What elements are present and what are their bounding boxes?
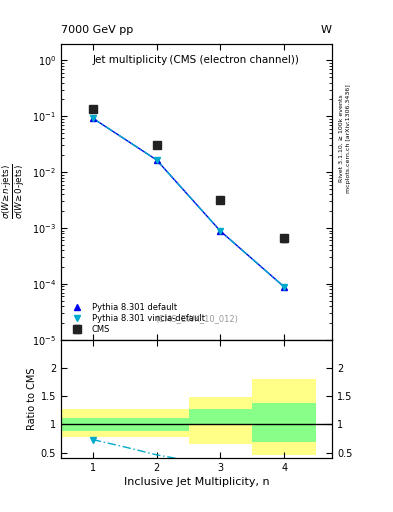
Line: Pythia 8.301 default: Pythia 8.301 default: [90, 115, 287, 290]
Pythia 8.301 default: [218, 228, 223, 234]
Pythia 8.301 default: [154, 157, 159, 163]
Pythia 8.301 default: [90, 115, 95, 121]
Text: Jet multiplicity (CMS (electron channel)): Jet multiplicity (CMS (electron channel)…: [93, 55, 300, 66]
Pythia 8.301 default: [282, 284, 286, 290]
Pythia 8.301 vincia-default: [282, 284, 286, 290]
Y-axis label: $\frac{\sigma(W\!\geq\! n\text{-jets})}{\sigma(W\!\geq\! 0\text{-jets})}$: $\frac{\sigma(W\!\geq\! n\text{-jets})}{…: [0, 164, 26, 219]
X-axis label: Inclusive Jet Multiplicity, n: Inclusive Jet Multiplicity, n: [124, 477, 269, 487]
Legend: Pythia 8.301 default, Pythia 8.301 vincia-default, CMS: Pythia 8.301 default, Pythia 8.301 vinci…: [65, 301, 206, 335]
Text: (CMS_EWK_10_012): (CMS_EWK_10_012): [155, 314, 238, 324]
Pythia 8.301 vincia-default: [90, 115, 95, 121]
Text: mcplots.cern.ch [arXiv:1306.3436]: mcplots.cern.ch [arXiv:1306.3436]: [346, 84, 351, 193]
Pythia 8.301 vincia-default: [154, 157, 159, 163]
Line: Pythia 8.301 vincia-default: Pythia 8.301 vincia-default: [90, 115, 287, 290]
Y-axis label: Ratio to CMS: Ratio to CMS: [26, 368, 37, 430]
Text: W: W: [321, 25, 332, 35]
Text: 7000 GeV pp: 7000 GeV pp: [61, 25, 133, 35]
Pythia 8.301 vincia-default: [218, 228, 223, 234]
Text: Rivet 3.1.10, ≥ 100k events: Rivet 3.1.10, ≥ 100k events: [339, 94, 344, 182]
